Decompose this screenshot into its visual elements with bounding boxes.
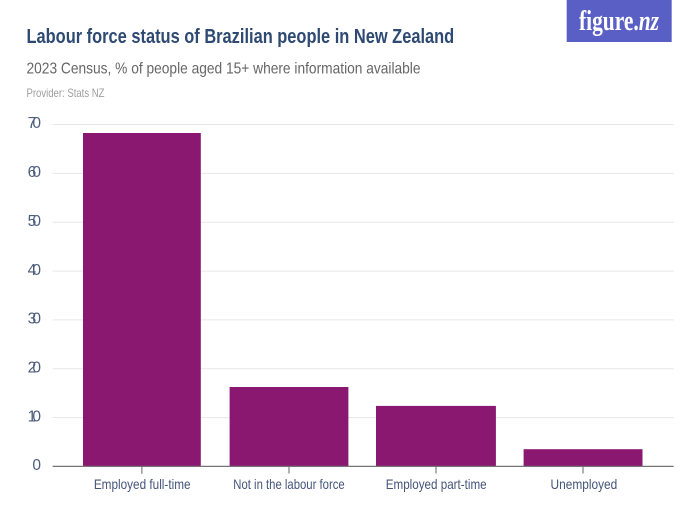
svg-text:Unemployed: Unemployed bbox=[551, 476, 618, 492]
svg-text:figure.nz: figure.nz bbox=[579, 6, 659, 37]
svg-text:50: 50 bbox=[28, 213, 42, 230]
svg-text:70: 70 bbox=[28, 115, 42, 132]
svg-text:20: 20 bbox=[28, 360, 42, 377]
svg-text:Employed part-time: Employed part-time bbox=[386, 476, 487, 492]
svg-text:40: 40 bbox=[28, 262, 42, 279]
svg-text:60: 60 bbox=[28, 164, 42, 181]
svg-text:2023 Census, % of people aged: 2023 Census, % of people aged 15+ where … bbox=[27, 60, 421, 77]
svg-text:30: 30 bbox=[28, 311, 42, 328]
svg-text:10: 10 bbox=[28, 408, 42, 425]
svg-text:Not in the labour force: Not in the labour force bbox=[233, 476, 345, 492]
svg-text:Labour force status of Brazili: Labour force status of Brazilian people … bbox=[27, 26, 455, 48]
svg-text:0: 0 bbox=[32, 457, 41, 474]
svg-text:Provider: Stats NZ: Provider: Stats NZ bbox=[27, 87, 105, 100]
svg-text:Employed full-time: Employed full-time bbox=[94, 476, 191, 492]
